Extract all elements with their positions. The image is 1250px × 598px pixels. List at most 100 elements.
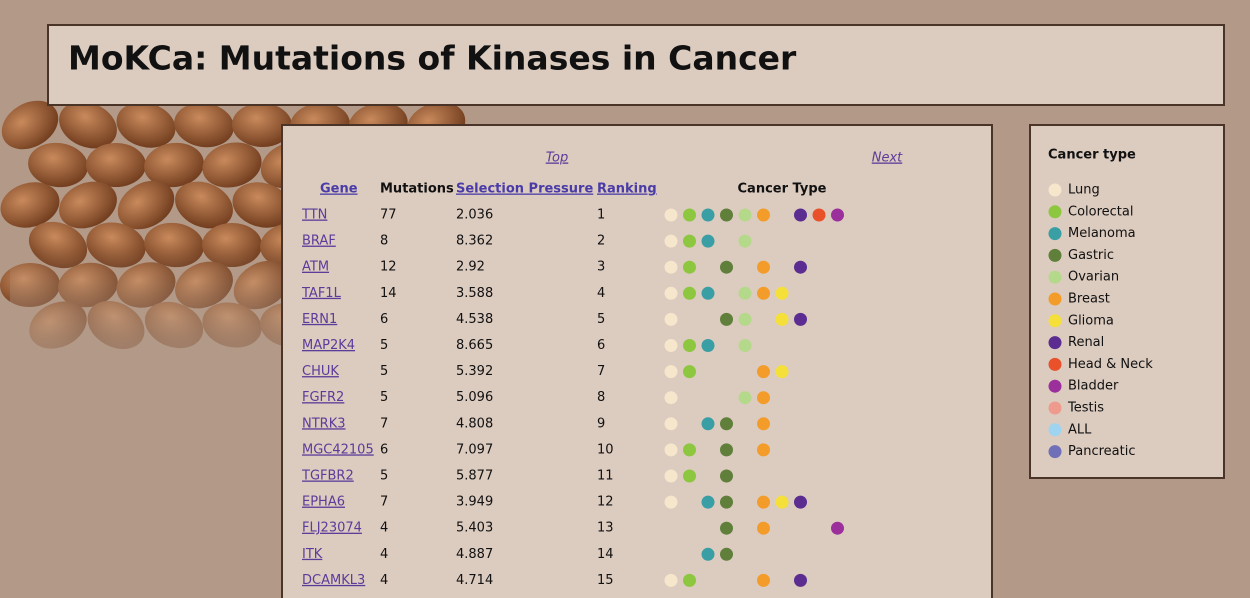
ranking: 9 bbox=[597, 416, 605, 431]
legend-swatch bbox=[1049, 336, 1062, 349]
legend-label: Breast bbox=[1068, 292, 1110, 307]
legend-swatch bbox=[1049, 184, 1062, 197]
gene-link[interactable]: FGFR2 bbox=[302, 390, 344, 405]
cancer-dot bbox=[702, 548, 715, 561]
selection-pressure: 4.714 bbox=[456, 573, 493, 588]
mutations-header: Mutations bbox=[380, 182, 454, 197]
legend-label: Lung bbox=[1068, 183, 1100, 198]
cancer-dot bbox=[665, 287, 678, 300]
legend-label: Colorectal bbox=[1068, 204, 1133, 219]
cancer-dot bbox=[683, 261, 696, 274]
gene-link[interactable]: MAP2K4 bbox=[302, 338, 355, 353]
ranking: 4 bbox=[597, 286, 605, 301]
legend-label: Testis bbox=[1067, 401, 1104, 416]
ranking: 7 bbox=[597, 364, 605, 379]
cancer-dot bbox=[776, 496, 789, 509]
legend-swatch bbox=[1049, 249, 1062, 262]
mutations: 4 bbox=[380, 573, 388, 588]
cancer-dot bbox=[757, 443, 770, 456]
gene-link[interactable]: TTN bbox=[301, 208, 327, 223]
gene-link[interactable]: BRAF bbox=[302, 234, 336, 249]
cancer-dot bbox=[757, 261, 770, 274]
screen: MoKCa: Mutations of Kinases in Cancer To… bbox=[0, 0, 1250, 598]
mutations: 5 bbox=[380, 469, 388, 484]
legend-label: Head & Neck bbox=[1068, 357, 1153, 372]
ranking: 10 bbox=[597, 442, 614, 457]
selection-pressure: 4.887 bbox=[456, 547, 493, 562]
gene-link[interactable]: ERN1 bbox=[302, 312, 337, 327]
cancer-dot bbox=[831, 522, 844, 535]
cancer-dot bbox=[720, 417, 733, 430]
mutations: 5 bbox=[380, 390, 388, 405]
cancer-dot bbox=[720, 548, 733, 561]
gene-link[interactable]: TGFBR2 bbox=[301, 469, 354, 484]
cancer-dot bbox=[757, 522, 770, 535]
cancer-dot bbox=[665, 574, 678, 587]
mutations: 77 bbox=[380, 208, 397, 223]
legend-swatch bbox=[1049, 402, 1062, 415]
gene-header[interactable]: Gene bbox=[320, 182, 358, 197]
legend-label: Gastric bbox=[1068, 248, 1114, 263]
legend-swatch bbox=[1049, 358, 1062, 371]
top-link[interactable]: Top bbox=[546, 151, 569, 166]
legend-title: Cancer type bbox=[1048, 148, 1136, 163]
mutations: 7 bbox=[380, 416, 388, 431]
cancer-dot bbox=[665, 417, 678, 430]
cancer-dot bbox=[757, 417, 770, 430]
selection-pressure: 4.538 bbox=[456, 312, 493, 327]
selection-pressure: 3.588 bbox=[456, 286, 493, 301]
cancer-dot bbox=[683, 209, 696, 222]
cancer-dot bbox=[702, 339, 715, 352]
gene-link[interactable]: CHUK bbox=[302, 364, 339, 379]
cancer-dot bbox=[720, 313, 733, 326]
cancer-dot bbox=[683, 443, 696, 456]
cancer-dot bbox=[683, 339, 696, 352]
cancer-dot bbox=[665, 470, 678, 483]
cancer-dot bbox=[665, 443, 678, 456]
cancer-dot bbox=[794, 574, 807, 587]
ranking-header[interactable]: Ranking bbox=[597, 182, 657, 197]
cancer-dot bbox=[720, 209, 733, 222]
ranking: 6 bbox=[597, 338, 605, 353]
gene-link[interactable]: DCAMKL3 bbox=[302, 573, 365, 588]
pressure-header[interactable]: Selection Pressure bbox=[456, 182, 593, 197]
legend-label: Ovarian bbox=[1068, 270, 1119, 285]
mutations: 5 bbox=[380, 338, 388, 353]
ranking: 15 bbox=[597, 573, 614, 588]
cancer-dot bbox=[683, 365, 696, 378]
selection-pressure: 8.665 bbox=[456, 338, 493, 353]
selection-pressure: 5.096 bbox=[456, 390, 493, 405]
gene-link[interactable]: EPHA6 bbox=[302, 495, 345, 510]
legend-label: Glioma bbox=[1068, 313, 1114, 328]
selection-pressure: 3.949 bbox=[456, 495, 493, 510]
legend-swatch bbox=[1049, 445, 1062, 458]
cancer-dot bbox=[720, 470, 733, 483]
ranking: 1 bbox=[597, 208, 605, 223]
gene-link[interactable]: MGC42105 bbox=[302, 442, 374, 457]
next-link[interactable]: Next bbox=[872, 151, 903, 166]
gene-link[interactable]: FLJ23074 bbox=[302, 521, 362, 536]
gene-link[interactable]: ITK bbox=[302, 547, 323, 562]
legend-swatch bbox=[1049, 314, 1062, 327]
mutations: 14 bbox=[380, 286, 397, 301]
cancer-dot bbox=[683, 235, 696, 248]
cancer-dot bbox=[665, 365, 678, 378]
cancer-dot bbox=[702, 287, 715, 300]
cancer-dot bbox=[665, 209, 678, 222]
ranking: 8 bbox=[597, 390, 605, 405]
gene-link[interactable]: ATM bbox=[302, 260, 329, 275]
selection-pressure: 5.877 bbox=[456, 469, 493, 484]
ranking: 2 bbox=[597, 234, 605, 249]
legend-label: Pancreatic bbox=[1068, 444, 1136, 459]
cancer-dot bbox=[776, 287, 789, 300]
selection-pressure: 2.036 bbox=[456, 208, 493, 223]
cancer-dot bbox=[739, 209, 752, 222]
gene-link[interactable]: NTRK3 bbox=[302, 416, 346, 431]
cancer-dot bbox=[665, 391, 678, 404]
cancer-dot bbox=[813, 209, 826, 222]
cancer-dot bbox=[720, 522, 733, 535]
legend-label: Bladder bbox=[1068, 379, 1119, 394]
legend-swatch bbox=[1049, 227, 1062, 240]
gene-link[interactable]: TAF1L bbox=[301, 286, 342, 301]
legend-label: Melanoma bbox=[1068, 226, 1136, 241]
